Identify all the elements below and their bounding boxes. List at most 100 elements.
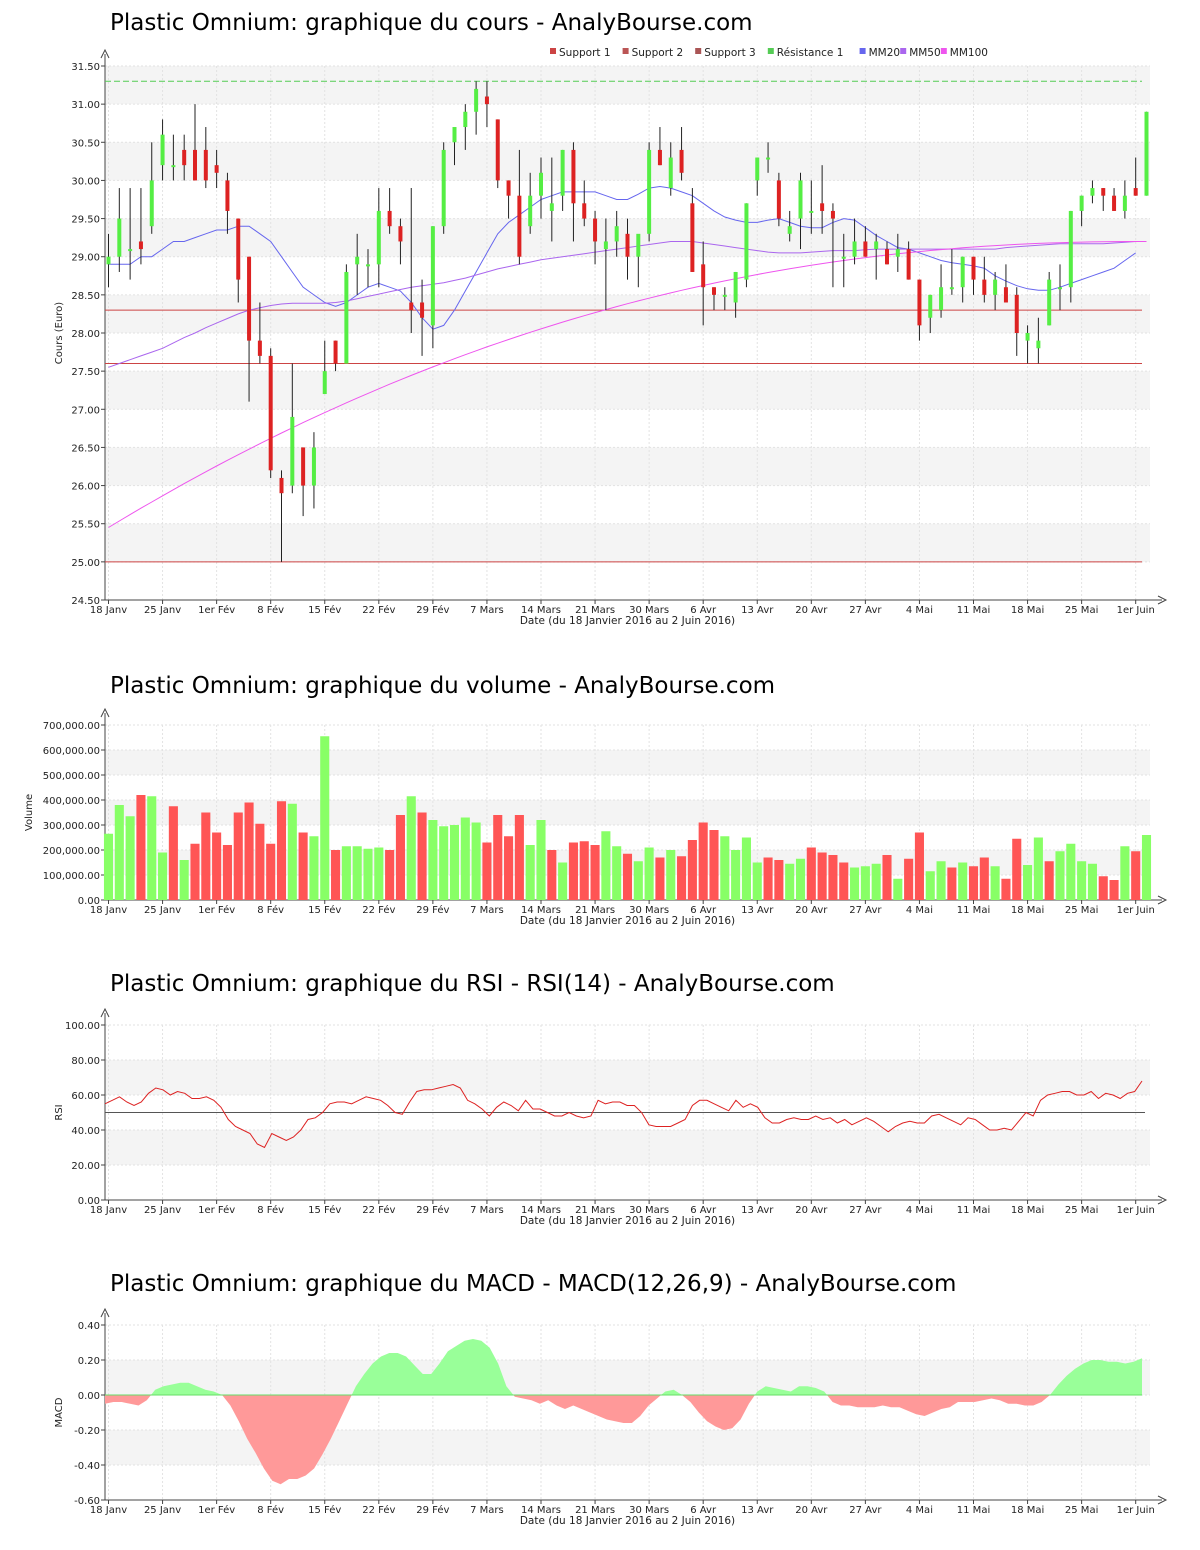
candle-body	[679, 149, 684, 173]
volume-bar	[1023, 865, 1033, 900]
legend-label: Support 2	[632, 47, 684, 59]
candle-body	[690, 203, 695, 272]
candle-body	[787, 226, 792, 234]
volume-bar	[125, 816, 135, 900]
y-tick-label: 26.50	[71, 443, 100, 454]
y-tick-label: 0.40	[78, 1321, 100, 1332]
legend-swatch	[622, 48, 629, 54]
x-tick-label: 18 Mai	[1011, 905, 1044, 916]
x-tick-label: 25 Janv	[144, 605, 181, 616]
legend-swatch	[940, 48, 947, 54]
x-tick-label: 13 Avr	[741, 905, 774, 916]
y-tick-label: 40.00	[71, 1126, 100, 1137]
volume-bar	[947, 867, 957, 900]
volume-bar	[677, 856, 687, 900]
x-tick-label: 1er Juin	[1117, 605, 1155, 616]
y-axis-arrow	[100, 1007, 110, 1018]
x-tick-label: 25 Janv	[144, 1505, 181, 1516]
volume-bar	[298, 832, 308, 900]
x-tick-label: 22 Fév	[362, 604, 395, 616]
y-tick-label: 29.50	[71, 215, 100, 226]
volume-bar	[320, 736, 330, 900]
x-tick-label: 18 Janv	[90, 1205, 127, 1216]
volume-bar	[979, 857, 989, 900]
candle-body	[301, 447, 306, 486]
x-tick-label: 29 Fév	[416, 1504, 449, 1516]
volume-bar	[212, 832, 222, 900]
candle-body	[657, 149, 662, 166]
volume-bar	[828, 855, 838, 900]
grid-band	[105, 1130, 1150, 1165]
candle-body	[1068, 210, 1073, 288]
candle-body	[171, 165, 176, 168]
candle-body	[1122, 195, 1127, 211]
volume-bar	[741, 837, 751, 900]
volume-bar	[568, 842, 578, 900]
volume-bar	[698, 822, 708, 900]
candle-body	[1047, 279, 1052, 326]
volume-chart-title: Plastic Omnium: graphique du volume - An…	[110, 673, 776, 699]
macd-negative-area	[105, 1395, 151, 1406]
x-tick-label: 7 Mars	[470, 1205, 504, 1216]
candle-body	[344, 271, 349, 364]
candle-body	[376, 210, 381, 265]
volume-bar	[666, 850, 676, 900]
x-tick-label: 13 Avr	[741, 605, 774, 616]
candle-body	[409, 302, 414, 311]
x-tick-label: 8 Fév	[257, 1504, 284, 1516]
x-tick-label: 18 Janv	[90, 1505, 127, 1516]
candle-body	[852, 241, 857, 257]
x-tick-label: 1er Juin	[1117, 1505, 1155, 1516]
x-tick-label: 11 Mai	[957, 1205, 990, 1216]
volume-bar	[547, 850, 557, 900]
x-tick-label: 7 Mars	[470, 605, 504, 616]
x-tick-label: 11 Mai	[957, 905, 990, 916]
volume-bar	[785, 863, 795, 900]
x-tick-label: 25 Mai	[1065, 1205, 1098, 1216]
volume-panel: Plastic Omnium: graphique du volume - An…	[0, 655, 1200, 945]
candle-body	[484, 96, 489, 105]
x-tick-label: 6 Avr	[690, 905, 717, 916]
x-tick-label: 20 Avr	[795, 905, 828, 916]
volume-bar	[276, 801, 287, 900]
volume-bar	[514, 815, 524, 900]
candle-body	[571, 149, 576, 204]
rsi-chart-title: Plastic Omnium: graphique du RSI - RSI(1…	[110, 971, 835, 997]
x-tick-label: 25 Mai	[1065, 1505, 1098, 1516]
grid-band	[105, 66, 1150, 105]
volume-bar	[222, 845, 232, 900]
macd-positive-area	[351, 1339, 514, 1395]
volume-bar	[1033, 837, 1043, 900]
candle-body	[895, 249, 900, 257]
candle-body	[420, 302, 425, 318]
candle-body	[203, 149, 208, 181]
volume-bar	[103, 833, 114, 900]
candle-body	[636, 233, 641, 257]
volume-bar	[731, 850, 741, 900]
x-tick-label: 8 Fév	[257, 1204, 284, 1216]
legend-swatch	[767, 48, 774, 54]
candle-body	[614, 226, 619, 242]
volume-bar	[363, 848, 373, 900]
volume-bar	[795, 858, 806, 900]
y-tick-label: 0.20	[78, 1356, 100, 1367]
y-tick-label: -0.60	[74, 1496, 100, 1507]
x-tick-label: 8 Fév	[257, 904, 284, 916]
x-tick-label: 27 Avr	[849, 605, 882, 616]
x-tick-label: 14 Mars	[521, 1505, 561, 1516]
grid-band	[105, 750, 1150, 775]
y-tick-label: 30.50	[71, 138, 100, 149]
volume-bar	[763, 857, 773, 900]
volume-bar	[460, 817, 470, 900]
x-tick-label: 27 Avr	[849, 1505, 882, 1516]
volume-bar	[817, 852, 827, 900]
volume-bar	[439, 826, 449, 900]
volume-bar	[493, 815, 503, 900]
y-tick-label: 27.00	[71, 405, 100, 416]
x-tick-label: 22 Fév	[362, 1204, 395, 1216]
candle-body	[463, 111, 468, 128]
rsi-line	[104, 1080, 1143, 1149]
y-tick-label: 0.00	[78, 896, 100, 907]
macd-negative-area	[222, 1395, 352, 1485]
candle-body	[701, 264, 706, 288]
